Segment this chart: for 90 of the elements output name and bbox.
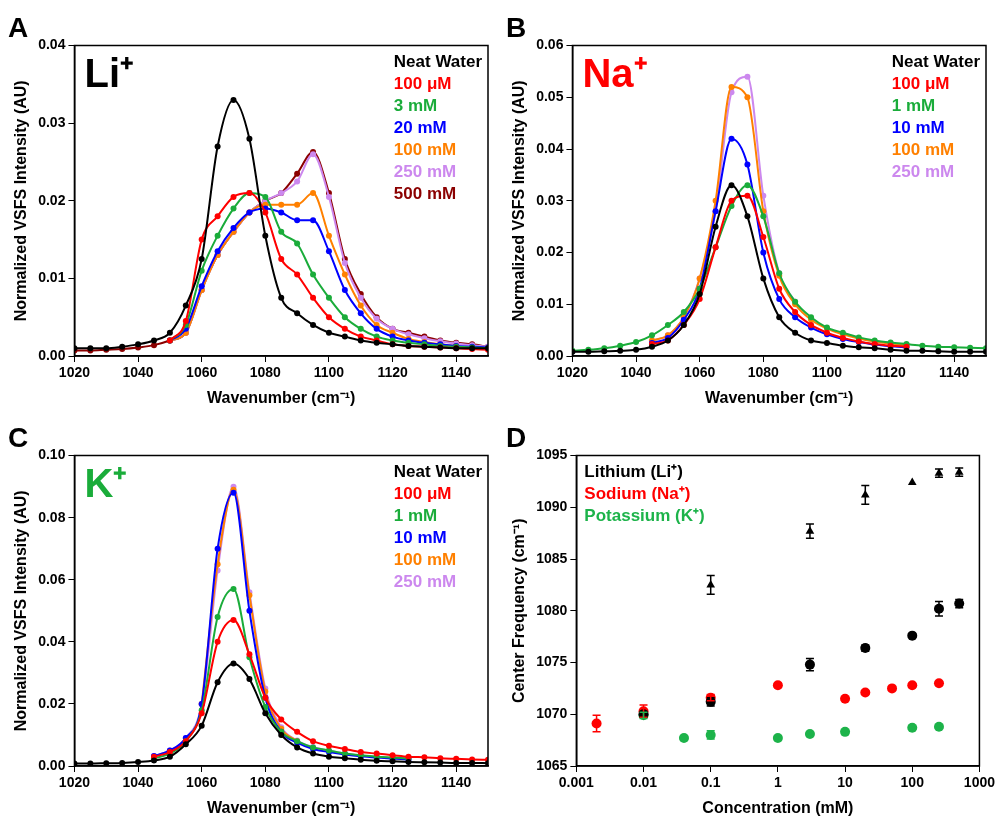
x-axis-title: Wavenumber (cm⁻¹) bbox=[207, 388, 356, 406]
text: 250 mM bbox=[393, 571, 457, 591]
y-tick-label: 0.00 bbox=[536, 346, 564, 363]
x-tick-label: 10 bbox=[837, 774, 854, 791]
x-tick-label: 1020 bbox=[556, 364, 589, 381]
x-tick-label: 1140 bbox=[441, 364, 472, 381]
y-tick-label: 1065 bbox=[536, 756, 568, 773]
text: 100 mM bbox=[393, 549, 457, 569]
y-tick-label: 0.10 bbox=[38, 446, 66, 463]
x-tick-label: 1040 bbox=[122, 364, 154, 381]
text: 250 mM bbox=[891, 161, 955, 181]
y-tick-label: 0.01 bbox=[536, 295, 564, 312]
text: 500 mM bbox=[393, 183, 457, 203]
y-tick-label: 0.00 bbox=[38, 756, 66, 773]
y-tick-label: 1075 bbox=[536, 653, 568, 670]
y-tick-label: 1095 bbox=[536, 446, 568, 463]
y-axis-title: Normalized VSFS Intensity (AU) bbox=[12, 80, 30, 322]
text: 100 mM bbox=[393, 139, 457, 159]
y-tick-label: 1085 bbox=[536, 549, 568, 566]
x-tick-label: 1080 bbox=[249, 774, 282, 791]
x-tick-label: 1040 bbox=[620, 364, 652, 381]
y-tick-label: 1080 bbox=[536, 601, 568, 618]
x-tick-label: 1040 bbox=[122, 774, 154, 791]
y-tick-label: 0.06 bbox=[536, 36, 564, 53]
x-tick-label: 100 bbox=[900, 774, 925, 791]
y-tick-label: 1070 bbox=[536, 705, 568, 722]
y-axis-title: Normalized VSFS Intensity (AU) bbox=[510, 80, 528, 322]
chart-title: D bbox=[506, 421, 527, 453]
text: 3 mM bbox=[393, 95, 438, 115]
x-tick-label: 1080 bbox=[249, 364, 282, 381]
text: 10 mM bbox=[393, 527, 447, 547]
annotation: Li⁺ bbox=[84, 50, 134, 95]
y-tick-label: 0.06 bbox=[38, 570, 66, 587]
y-tick-label: 0.05 bbox=[536, 88, 564, 105]
text: 100 μM bbox=[393, 483, 452, 503]
annotation: K⁺ bbox=[84, 460, 128, 505]
y-tick-label: 0.08 bbox=[38, 508, 66, 525]
chart-title: C bbox=[8, 421, 29, 453]
x-tick-label: 1080 bbox=[747, 364, 780, 381]
x-tick-label: 1140 bbox=[939, 364, 970, 381]
x-tick-label: 1120 bbox=[377, 774, 408, 791]
x-tick-label: 1 bbox=[773, 774, 782, 791]
chart-title: B bbox=[506, 11, 527, 43]
text: 20 mM bbox=[393, 117, 447, 137]
text: 1 mM bbox=[393, 505, 438, 525]
x-tick-label: 1000 bbox=[963, 774, 996, 791]
x-tick-label: 0.01 bbox=[629, 774, 658, 791]
text: Sodium (Na⁺) bbox=[584, 483, 691, 503]
text: Neat Water bbox=[891, 51, 981, 71]
y-tick-label: 0.04 bbox=[38, 632, 66, 649]
x-tick-label: 1120 bbox=[377, 364, 408, 381]
annotation: Na⁺ bbox=[582, 50, 648, 95]
x-axis-title: Wavenumber (cm⁻¹) bbox=[207, 798, 356, 816]
x-tick-label: 1060 bbox=[186, 774, 218, 791]
y-axis-title: Normalized VSFS Intensity (AU) bbox=[12, 490, 30, 732]
x-tick-label: 0.1 bbox=[700, 774, 721, 791]
x-tick-label: 1100 bbox=[313, 774, 345, 791]
text: 100 mM bbox=[891, 139, 955, 159]
y-tick-label: 0.02 bbox=[536, 243, 564, 260]
x-tick-label: 1100 bbox=[313, 364, 345, 381]
y-tick-label: 1090 bbox=[536, 498, 568, 515]
x-tick-label: 1020 bbox=[58, 774, 91, 791]
y-tick-label: 0.01 bbox=[38, 269, 66, 286]
y-tick-label: 0.03 bbox=[536, 191, 564, 208]
y-tick-label: 0.02 bbox=[38, 191, 66, 208]
x-tick-label: 1060 bbox=[186, 364, 218, 381]
text: Neat Water bbox=[393, 461, 483, 481]
x-tick-label: 1020 bbox=[58, 364, 91, 381]
y-tick-label: 0.00 bbox=[38, 346, 66, 363]
x-tick-label: 1100 bbox=[811, 364, 843, 381]
text: Potassium (K⁺) bbox=[584, 505, 705, 525]
text: 100 μM bbox=[393, 73, 452, 93]
y-tick-label: 0.04 bbox=[38, 36, 66, 53]
y-tick-label: 0.03 bbox=[38, 114, 66, 131]
text: Neat Water bbox=[393, 51, 483, 71]
x-tick-label: 0.001 bbox=[558, 774, 595, 791]
x-tick-label: 1060 bbox=[684, 364, 716, 381]
y-tick-label: 0.04 bbox=[536, 139, 564, 156]
text: 1 mM bbox=[891, 95, 936, 115]
y-axis-title: Center Frequency (cm⁻¹) bbox=[510, 518, 528, 704]
x-axis-title: Wavenumber (cm⁻¹) bbox=[705, 388, 854, 406]
chart-title: A bbox=[8, 11, 29, 43]
y-tick-label: 0.02 bbox=[38, 694, 66, 711]
text: 10 mM bbox=[891, 117, 945, 137]
x-tick-label: 1120 bbox=[875, 364, 906, 381]
x-axis-title: Concentration (mM) bbox=[702, 798, 854, 816]
text: 100 μM bbox=[891, 73, 950, 93]
text: 250 mM bbox=[393, 161, 457, 181]
x-tick-label: 1140 bbox=[441, 774, 472, 791]
text: Lithium (Li⁺) bbox=[584, 461, 683, 481]
